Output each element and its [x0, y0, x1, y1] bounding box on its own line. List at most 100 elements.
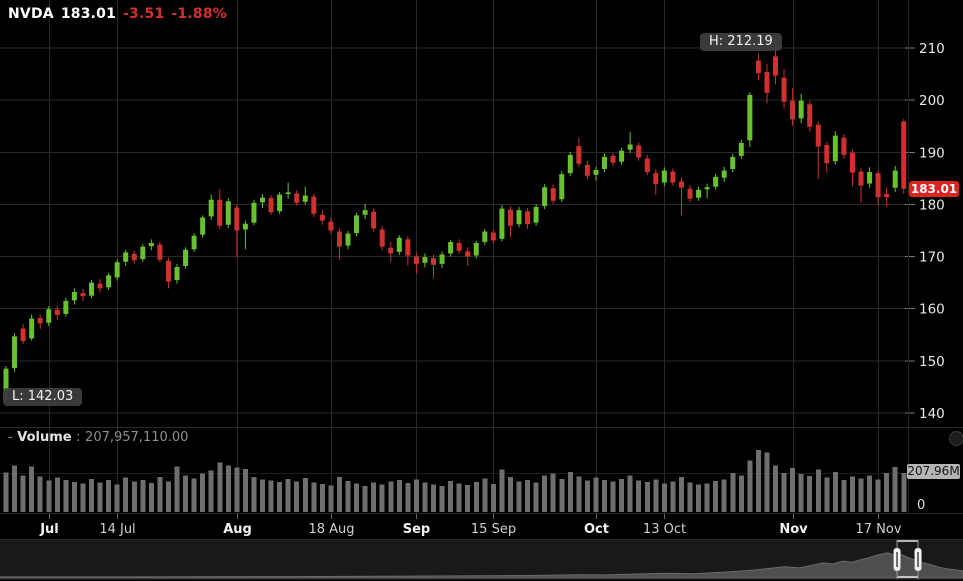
volume-bar — [661, 483, 667, 512]
candle-body — [37, 318, 43, 324]
volume-bar — [422, 482, 428, 512]
volume-bar — [636, 480, 642, 512]
volume-bar — [131, 481, 137, 512]
volume-collapse-toggle[interactable]: - — [8, 430, 13, 445]
candle-body — [319, 214, 325, 221]
candle-body — [678, 181, 684, 188]
time-axis-label[interactable]: 15 Sep — [471, 522, 516, 537]
candle-body — [576, 146, 582, 164]
time-axis-label[interactable]: Sep — [403, 522, 431, 537]
volume-bar — [242, 469, 248, 512]
volume-settings-icon[interactable] — [949, 431, 963, 446]
time-axis-label[interactable]: 17 Nov — [855, 522, 901, 537]
candle-body — [242, 223, 248, 230]
candle-body — [165, 260, 171, 282]
price-axis-label[interactable]: 170 — [919, 250, 945, 266]
volume-bar — [89, 479, 94, 512]
volume-bar — [123, 477, 129, 512]
volume-bar — [80, 483, 86, 512]
candle-body — [721, 170, 727, 178]
candle-body — [268, 198, 274, 213]
price-axis-label[interactable]: 140 — [919, 406, 945, 422]
volume-bar — [849, 476, 855, 512]
volume-bar — [644, 482, 650, 512]
volume-bar — [20, 475, 26, 512]
candle-body — [29, 318, 35, 339]
candle-body — [217, 199, 223, 226]
candle-body — [832, 135, 838, 162]
candle-body — [773, 56, 778, 76]
time-axis-label[interactable]: 14 Jul — [99, 522, 135, 537]
price-axis-label[interactable]: 160 — [919, 302, 945, 318]
time-axis-label[interactable]: 13 Oct — [643, 522, 686, 537]
candle-body — [123, 252, 129, 262]
candle-body — [636, 145, 642, 158]
volume-bar — [516, 481, 522, 512]
volume-bar — [148, 482, 154, 512]
volume-bar — [29, 466, 35, 512]
volume-bar — [285, 478, 291, 512]
volume-bar — [3, 472, 9, 512]
volume-bar — [362, 485, 368, 512]
volume-bar — [319, 484, 325, 512]
volume-bar — [97, 482, 103, 512]
candle-body — [285, 192, 291, 194]
time-axis-label[interactable]: 18 Aug — [308, 522, 354, 537]
price-axis-label[interactable]: 150 — [919, 354, 945, 370]
volume-bar — [431, 484, 436, 512]
candle-body — [405, 239, 411, 256]
volume-bar — [832, 471, 838, 512]
volume-title: Volume — [17, 430, 72, 445]
candle-body — [781, 77, 787, 102]
time-axis-label[interactable]: Nov — [779, 522, 808, 537]
volume-value: 207,957,110.00 — [85, 430, 189, 445]
candle-body — [439, 254, 445, 264]
candle-body — [379, 229, 385, 247]
price-axis-label[interactable]: 190 — [919, 145, 945, 161]
volume-bar — [277, 482, 283, 512]
volume-bar — [396, 479, 402, 512]
candle-body — [841, 137, 847, 155]
candle-body — [157, 244, 163, 260]
candle-body — [336, 231, 342, 247]
volume-bar — [807, 476, 813, 512]
candle-body — [277, 194, 283, 212]
price-axis-label[interactable]: 210 — [919, 41, 945, 57]
volume-pane-header: - Volume : 207,957,110.00 — [8, 430, 188, 445]
volume-bar — [884, 473, 890, 512]
candle-body — [80, 293, 86, 297]
volume-bar — [670, 481, 676, 512]
volume-bar — [268, 480, 274, 512]
candle-body — [89, 282, 94, 296]
volume-bar — [12, 465, 18, 512]
time-axis-label[interactable]: Aug — [223, 522, 252, 537]
last-price-badge: 183.01 — [909, 181, 959, 197]
time-axis-label[interactable]: Jul — [39, 522, 59, 537]
volume-bar — [627, 475, 633, 512]
candle-body — [114, 262, 120, 278]
volume-bar — [328, 485, 334, 512]
candle-body — [567, 154, 573, 174]
volume-bar — [875, 479, 881, 512]
candle-body — [465, 251, 471, 257]
time-axis-label[interactable]: Oct — [584, 522, 609, 537]
candle-body — [559, 174, 565, 200]
candle-body — [704, 187, 710, 190]
candle-body — [208, 199, 214, 217]
volume-bar — [542, 475, 548, 512]
price-axis-label[interactable]: 200 — [919, 93, 945, 109]
candle-body — [755, 60, 761, 74]
volume-bar — [747, 460, 753, 512]
volume-bar — [225, 465, 231, 512]
candle-body — [824, 144, 830, 164]
candle-body — [54, 309, 60, 315]
candle-body — [507, 209, 513, 226]
candle-body — [482, 231, 488, 242]
candle-body — [311, 196, 317, 214]
volume-bar — [610, 481, 616, 512]
price-axis-label[interactable]: 180 — [919, 197, 945, 213]
candle-body — [12, 336, 18, 369]
volume-bar — [824, 477, 830, 512]
